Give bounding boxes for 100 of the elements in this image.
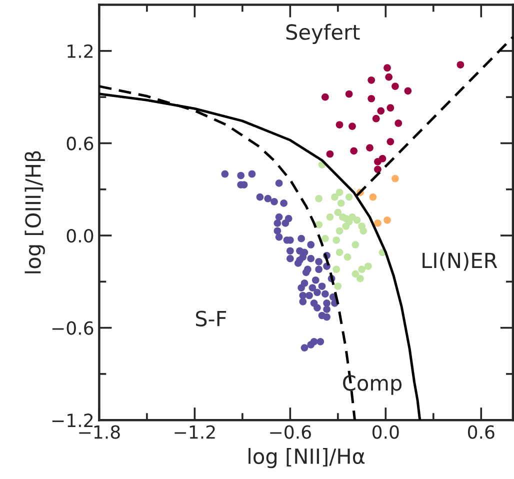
point xyxy=(256,193,264,201)
point xyxy=(352,241,360,248)
point xyxy=(274,227,282,235)
y-tick-label: −1.2 xyxy=(52,414,93,427)
point xyxy=(302,268,310,276)
annotation: S-F xyxy=(196,310,226,326)
point xyxy=(323,313,330,321)
point xyxy=(384,64,391,72)
annotation: Comp xyxy=(343,375,402,395)
point xyxy=(282,220,290,227)
point xyxy=(374,220,382,227)
point xyxy=(368,94,376,102)
x-axis-title: log [NII]/Hα xyxy=(248,448,365,468)
x-tick-label: −1.8 xyxy=(79,425,120,439)
point xyxy=(306,292,313,300)
point xyxy=(315,221,322,228)
point xyxy=(299,298,307,306)
point xyxy=(374,166,382,174)
point xyxy=(318,282,326,290)
point xyxy=(315,266,322,274)
point xyxy=(300,344,308,352)
point xyxy=(456,61,464,68)
point xyxy=(358,266,366,274)
point xyxy=(331,193,338,201)
point xyxy=(369,193,377,201)
y-axis-title: log [OIII]/Hβ xyxy=(24,151,45,274)
point xyxy=(314,288,321,296)
point xyxy=(332,236,340,244)
point xyxy=(314,304,321,312)
point xyxy=(286,254,294,262)
point xyxy=(394,120,402,127)
point xyxy=(316,338,324,346)
point xyxy=(298,284,305,292)
point xyxy=(270,198,278,206)
x-tick-label: 0.6 xyxy=(468,425,494,439)
point xyxy=(386,138,394,146)
point xyxy=(323,300,330,307)
point xyxy=(342,214,350,222)
point xyxy=(332,266,340,274)
point xyxy=(322,234,329,242)
point xyxy=(237,172,245,180)
point xyxy=(345,193,353,201)
point xyxy=(307,341,315,348)
point xyxy=(344,253,352,261)
annotation: LI(N)ER xyxy=(422,252,498,271)
point xyxy=(377,107,385,115)
point xyxy=(315,258,322,266)
x-tick-label: 0.0 xyxy=(372,425,399,439)
point xyxy=(352,270,360,278)
point xyxy=(353,216,361,224)
y-tick-label: 0.6 xyxy=(66,136,94,150)
annotation: Seyfert xyxy=(286,24,360,44)
point xyxy=(336,227,344,235)
point xyxy=(345,90,353,98)
point xyxy=(356,274,364,282)
point xyxy=(275,233,283,241)
point xyxy=(337,200,345,207)
point xyxy=(350,147,358,155)
point xyxy=(294,260,302,267)
point xyxy=(366,144,374,152)
point xyxy=(364,262,372,270)
y-tick-label: 0.0 xyxy=(66,228,94,243)
point xyxy=(336,188,344,196)
point xyxy=(392,82,399,90)
point xyxy=(360,227,368,235)
point xyxy=(315,194,322,202)
point xyxy=(264,194,272,202)
point xyxy=(322,290,329,298)
point xyxy=(326,150,334,158)
point xyxy=(378,154,386,162)
point xyxy=(307,254,315,262)
point xyxy=(298,234,305,242)
point xyxy=(334,282,342,290)
point xyxy=(342,222,350,230)
point xyxy=(385,73,393,81)
y-tick-label: −0.6 xyxy=(52,321,94,335)
point xyxy=(280,200,288,207)
point xyxy=(348,122,356,130)
point xyxy=(312,276,320,284)
point xyxy=(372,114,380,122)
point xyxy=(275,180,283,187)
point xyxy=(384,216,391,224)
point xyxy=(404,87,412,95)
point xyxy=(323,306,330,314)
x-tick-label: −0.6 xyxy=(270,425,311,439)
x-tick-label: −1.2 xyxy=(174,425,215,439)
point xyxy=(307,241,315,248)
point xyxy=(368,76,376,84)
point xyxy=(326,213,334,221)
point xyxy=(221,170,229,178)
point xyxy=(286,247,294,255)
point xyxy=(336,121,344,128)
y-tick-label: 1.2 xyxy=(68,44,93,58)
point xyxy=(308,284,316,292)
point xyxy=(334,208,342,216)
point xyxy=(336,248,344,256)
point xyxy=(248,170,256,178)
point xyxy=(275,213,283,221)
point xyxy=(392,174,399,182)
point xyxy=(274,220,282,227)
